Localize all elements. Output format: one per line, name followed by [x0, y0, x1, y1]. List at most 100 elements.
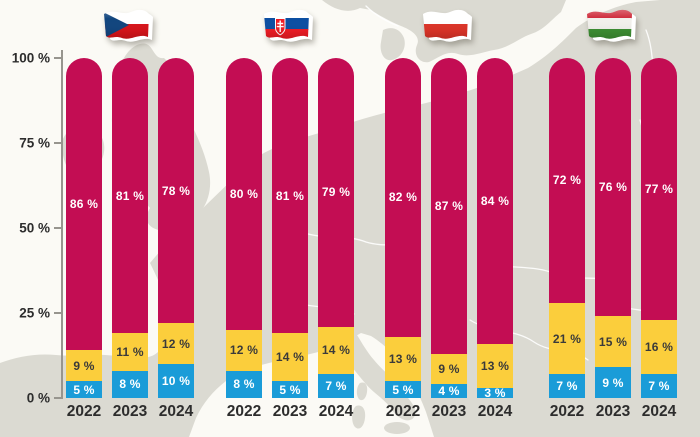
- stacked-bar-poland-2023: 87 % 9 % 4 %: [431, 58, 467, 398]
- segment-value-label-blue: 9 %: [602, 375, 624, 390]
- bar-segment-yellow: [112, 333, 148, 371]
- bar-segment-red: [549, 58, 585, 303]
- bar-segment-yellow: [431, 353, 467, 385]
- bar-segment-yellow: [641, 319, 677, 375]
- bar-segment-red: [226, 58, 262, 330]
- bar-segment-blue: [595, 367, 631, 398]
- bar-segment-red: [477, 58, 513, 344]
- year-label: 2024: [318, 403, 354, 420]
- bar-segment-yellow: [595, 316, 631, 368]
- map-sardinia: [352, 405, 366, 429]
- slovakia-flag-icon: [264, 9, 313, 42]
- segment-value-label-yellow: 16 %: [644, 340, 674, 354]
- segment-value-label-blue: 10 %: [161, 374, 191, 388]
- segment-value-label-red: 86 %: [69, 197, 99, 212]
- map-corsica: [356, 382, 368, 401]
- segment-value-label-blue: 4 %: [438, 384, 460, 399]
- y-tick-label: 100 %: [11, 50, 50, 66]
- segment-value-label-yellow: 14 %: [275, 350, 305, 365]
- segment-value-label-blue: 7 %: [556, 379, 578, 394]
- y-tick-label: 50 %: [19, 220, 50, 236]
- stacked-bar-czech-republic-2022: 86 % 9 % 5 %: [66, 58, 102, 398]
- stacked-bar-slovakia-2023: 81 % 14 % 5 %: [272, 58, 308, 398]
- bar-segment-yellow: [477, 343, 513, 388]
- segment-value-label-red: 87 %: [434, 198, 464, 213]
- year-label: 2024: [641, 403, 677, 420]
- stacked-bar-czech-republic-2024: 78 % 12 % 10 %: [158, 58, 194, 398]
- segment-value-label-red: 77 %: [644, 181, 674, 196]
- bar-segment-blue: [385, 381, 421, 398]
- year-label: 2023: [431, 403, 467, 420]
- year-label: 2023: [272, 403, 308, 420]
- y-tick-mark: [54, 312, 62, 314]
- hungary-flag-icon: [587, 9, 636, 42]
- bar-segment-yellow: [66, 350, 102, 381]
- y-tick-mark: [54, 397, 62, 399]
- segment-value-label-red: 82 %: [388, 190, 418, 205]
- segment-value-label-yellow: 12 %: [229, 343, 259, 358]
- y-axis-line: [61, 50, 63, 399]
- map-sicily: [384, 422, 410, 434]
- stacked-bar-slovakia-2024: 79 % 14 % 7 %: [318, 58, 354, 398]
- bar-segment-blue: [158, 364, 194, 398]
- segment-value-label-yellow: 9 %: [73, 358, 95, 373]
- bar-segment-blue: [226, 370, 262, 398]
- year-label: 2022: [226, 403, 262, 420]
- bar-segment-red: [595, 58, 631, 317]
- segment-value-label-blue: 7 %: [648, 379, 670, 394]
- bar-segment-red: [158, 58, 194, 324]
- bar-segment-red: [272, 58, 308, 334]
- bar-segment-blue: [112, 370, 148, 398]
- y-tick-mark: [54, 142, 62, 144]
- poland-flag-icon: [423, 9, 472, 42]
- segment-value-label-red: 80 %: [229, 187, 259, 201]
- segment-value-label-yellow: 21 %: [552, 331, 582, 346]
- segment-value-label-blue: 5 %: [73, 382, 95, 397]
- y-tick-mark: [54, 57, 62, 59]
- year-label: 2024: [158, 403, 194, 420]
- bar-segment-blue: [431, 384, 467, 398]
- year-label: 2024: [477, 403, 513, 420]
- segment-value-label-blue: 8 %: [233, 377, 255, 392]
- segment-value-label-blue: 3 %: [484, 385, 506, 400]
- stacked-bar-hungary-2022: 72 % 21 % 7 %: [549, 58, 585, 398]
- segment-value-label-yellow: 13 %: [388, 351, 418, 366]
- segment-value-label-red: 84 %: [480, 193, 510, 208]
- year-label: 2023: [112, 403, 148, 420]
- segment-value-label-red: 76 %: [598, 180, 628, 195]
- segment-value-label-yellow: 14 %: [321, 343, 351, 358]
- stacked-bar-slovakia-2022: 80 % 12 % 8 %: [226, 58, 262, 398]
- stacked-bar-poland-2024: 84 % 13 % 3 %: [477, 58, 513, 400]
- bar-segment-yellow: [158, 323, 194, 364]
- segment-value-label-red: 72 %: [552, 173, 582, 188]
- segment-value-label-red: 81 %: [275, 188, 305, 203]
- bar-segment-red: [112, 58, 148, 334]
- bar-segment-red: [431, 58, 467, 354]
- segment-value-label-red: 79 %: [321, 185, 351, 200]
- segment-value-label-blue: 7 %: [325, 379, 347, 394]
- bar-segment-yellow: [226, 330, 262, 371]
- bar-segment-red: [318, 58, 354, 327]
- bar-segment-yellow: [385, 336, 421, 381]
- czech-flag-icon: [104, 9, 153, 42]
- bar-segment-red: [385, 58, 421, 337]
- y-tick-label: 0 %: [26, 390, 50, 406]
- map-denmark: [380, 28, 405, 61]
- bar-segment-blue: [66, 381, 102, 398]
- y-tick-label: 25 %: [19, 305, 50, 321]
- year-label: 2022: [549, 403, 585, 420]
- stacked-bar-poland-2022: 82 % 13 % 5 %: [385, 58, 421, 398]
- y-tick-label: 75 %: [19, 135, 50, 151]
- bar-segment-red: [641, 58, 677, 320]
- segment-value-label-blue: 5 %: [279, 382, 301, 397]
- bar-segment-yellow: [318, 326, 354, 375]
- bar-segment-blue: [272, 381, 308, 398]
- bar-segment-yellow: [272, 333, 308, 381]
- y-tick-mark: [54, 227, 62, 229]
- year-label: 2022: [385, 403, 421, 420]
- stacked-bar-hungary-2024: 77 % 16 % 7 %: [641, 58, 677, 398]
- segment-value-label-blue: 8 %: [119, 377, 141, 392]
- stacked-bar-czech-republic-2023: 81 % 11 % 8 %: [112, 58, 148, 398]
